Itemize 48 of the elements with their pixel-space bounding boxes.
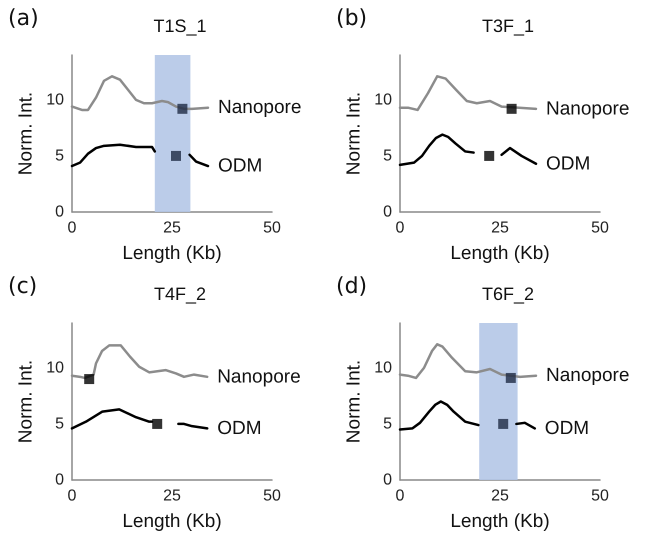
series-label: ODM bbox=[546, 153, 590, 174]
y-tick-label: 10 bbox=[46, 359, 64, 376]
y-tick-label: 5 bbox=[383, 147, 392, 164]
x-tick-label: 50 bbox=[591, 488, 609, 504]
y-tick-label: 5 bbox=[55, 147, 64, 164]
y-axis-title: Norm. Int. bbox=[15, 92, 36, 176]
text: (d) bbox=[336, 274, 368, 299]
series-label: ODM bbox=[218, 156, 262, 177]
y-tick-label: 10 bbox=[46, 91, 64, 108]
y-tick-label: 0 bbox=[383, 204, 392, 220]
x-tick-label: 25 bbox=[491, 220, 509, 236]
x-tick-label: 0 bbox=[68, 220, 77, 236]
x-tick-label: 50 bbox=[263, 488, 281, 504]
x-tick-label: 0 bbox=[396, 488, 405, 504]
chart-title: T4F_2 bbox=[154, 284, 206, 304]
series-label: Nanopore bbox=[546, 98, 630, 120]
chart-title: T1S_1 bbox=[153, 16, 207, 36]
y-tick-label: 5 bbox=[383, 415, 392, 432]
x-axis-title: Length (Kb) bbox=[450, 511, 550, 532]
x-tick-label: 25 bbox=[163, 220, 181, 236]
x-tick-label: 50 bbox=[263, 220, 281, 236]
x-tick-label: 50 bbox=[591, 220, 609, 236]
series-label: ODM bbox=[217, 418, 262, 439]
x-tick-label: 0 bbox=[396, 220, 405, 236]
series-label: Nanopore bbox=[217, 366, 301, 388]
y-tick-label: 10 bbox=[374, 359, 392, 376]
x-tick-label: 25 bbox=[491, 488, 509, 504]
series-label: Nanopore bbox=[218, 97, 302, 118]
x-axis-title: Length (Kb) bbox=[122, 243, 222, 264]
x-axis-title: Length (Kb) bbox=[122, 511, 222, 532]
y-axis-title: Norm. Int. bbox=[15, 360, 36, 444]
y-tick-label: 0 bbox=[55, 204, 64, 220]
series-label: Nanopore bbox=[546, 365, 630, 386]
x-tick-label: 0 bbox=[68, 488, 77, 504]
text: (a) bbox=[8, 6, 39, 31]
y-tick-label: 0 bbox=[55, 472, 64, 488]
y-axis-title: Norm. Int. bbox=[343, 92, 364, 176]
x-axis-title: Length (Kb) bbox=[450, 243, 550, 264]
y-tick-label: 0 bbox=[383, 472, 392, 488]
y-tick-label: 10 bbox=[374, 91, 392, 108]
chart-title: T3F_1 bbox=[482, 16, 534, 36]
chart-title: T6F_2 bbox=[482, 284, 534, 304]
text: (c) bbox=[8, 274, 38, 299]
x-tick-label: 25 bbox=[163, 488, 181, 504]
y-tick-label: 5 bbox=[55, 415, 64, 432]
series-label: ODM bbox=[544, 418, 590, 439]
text: (b) bbox=[336, 6, 368, 31]
y-axis-title: Norm. Int. bbox=[343, 360, 364, 444]
